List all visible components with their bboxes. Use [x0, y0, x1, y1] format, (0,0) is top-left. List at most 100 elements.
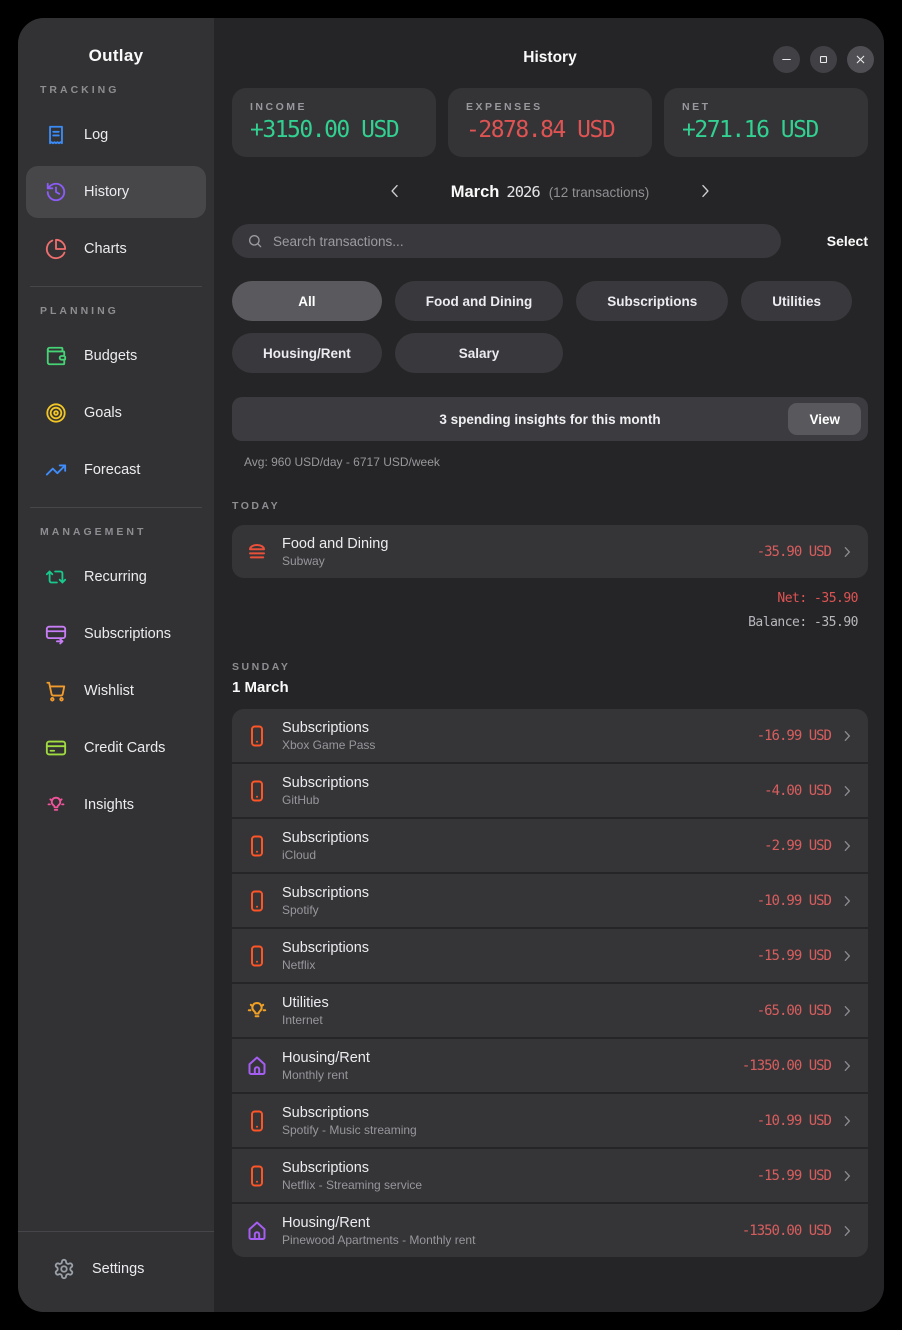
transaction-row[interactable]: Subscriptions Spotify - Music streaming -1…: [232, 1094, 868, 1147]
transaction-name: Subway: [282, 553, 325, 568]
smartphone-icon: [245, 944, 269, 968]
smartphone-icon: [245, 724, 269, 748]
transaction-category: Subscriptions: [282, 1159, 370, 1176]
transaction-right: -4.00 USD: [764, 783, 855, 799]
sidebar-item-label: Budgets: [84, 348, 138, 364]
transaction-category: Subscriptions: [282, 939, 370, 956]
transaction-name: iCloud: [282, 847, 317, 862]
sidebar-item-settings[interactable]: Settings: [34, 1243, 198, 1295]
sidebar-item-label: Settings: [92, 1261, 145, 1277]
stat-label: NET: [682, 101, 711, 113]
trending-up-icon: [45, 459, 67, 481]
transaction-row[interactable]: Subscriptions Netflix -15.99 USD: [232, 929, 868, 982]
group-day-label: TODAY: [232, 500, 281, 512]
next-month-button[interactable]: [695, 181, 715, 204]
filter-chips: All Food and Dining Subscriptions Utilities…: [232, 281, 868, 373]
minimize-icon: [780, 53, 793, 66]
transaction-name: Pinewood Apartments - Monthly rent: [282, 1232, 476, 1247]
credit-card-icon: [45, 737, 67, 759]
chevron-left-icon: [385, 181, 405, 201]
transaction-text: Housing/Rent Monthly rent: [282, 1050, 370, 1082]
wallet-icon: [45, 345, 67, 367]
transaction-row[interactable]: Utilities Internet -65.00 USD: [232, 984, 868, 1037]
transaction-count: (12 transactions): [548, 185, 650, 200]
view-insights-button[interactable]: View: [788, 403, 861, 435]
filter-chip-all[interactable]: All: [232, 281, 382, 321]
transaction-amount: -15.99 USD: [756, 1167, 832, 1184]
sidebar-section: TRACKING Log History Charts: [18, 66, 214, 275]
filter-chip-subscriptions[interactable]: Subscriptions: [576, 281, 729, 321]
sidebar-item-charts[interactable]: Charts: [26, 223, 206, 275]
maximize-button[interactable]: [810, 46, 837, 73]
cart-icon: [45, 680, 67, 702]
insights-text: 3 spending insights for this month: [439, 411, 661, 427]
filter-chip-food-and-dining[interactable]: Food and Dining: [394, 281, 564, 321]
filter-chip-utilities[interactable]: Utilities: [741, 281, 853, 321]
sidebar-item-subscriptions[interactable]: Subscriptions: [26, 608, 206, 660]
transaction-row[interactable]: Subscriptions Netflix - Streaming service…: [232, 1149, 868, 1202]
transaction-row[interactable]: Subscriptions iCloud -2.99 USD: [232, 819, 868, 872]
sidebar-section-label: TRACKING: [40, 84, 120, 96]
sidebar-item-goals[interactable]: Goals: [26, 387, 206, 439]
transaction-row[interactable]: Subscriptions Spotify -10.99 USD: [232, 874, 868, 927]
house-icon: [245, 1219, 269, 1243]
page-title: History: [523, 49, 577, 66]
sidebar-item-history[interactable]: History: [26, 166, 206, 218]
transaction-name: Xbox Game Pass: [282, 737, 376, 752]
search-row: Select: [232, 224, 868, 258]
month-name: March: [450, 183, 500, 201]
transaction-text: Subscriptions Netflix - Streaming service: [282, 1160, 422, 1192]
smartphone-icon: [245, 1164, 269, 1188]
stat-value: +3150.00 USD: [250, 117, 400, 143]
transaction-text: Utilities Internet: [282, 995, 329, 1027]
transaction-list: Food and Dining Subway -35.90 USD: [232, 525, 868, 578]
close-button[interactable]: [847, 46, 874, 73]
transaction-amount: -15.99 USD: [756, 947, 832, 964]
sidebar-item-credit-cards[interactable]: Credit Cards: [26, 722, 206, 774]
transaction-category: Utilities: [282, 994, 329, 1011]
transaction-groups: TODAY Food and Dining Subway -35.90 USD Net:…: [232, 469, 868, 1257]
stat-card-expenses: EXPENSES -2878.84 USD: [448, 88, 652, 157]
transaction-right: -1350.00 USD: [742, 1223, 855, 1239]
burger-icon: [245, 540, 269, 564]
app-window: Outlay TRACKING Log History Charts PLANNING B…: [18, 18, 884, 1312]
transaction-right: -35.90 USD: [757, 544, 855, 560]
transaction-name: GitHub: [282, 792, 320, 807]
stat-card-income: INCOME +3150.00 USD: [232, 88, 436, 157]
chevron-right-icon: [839, 728, 855, 744]
filter-chip-housing-rent[interactable]: Housing/Rent: [232, 333, 382, 373]
transaction-right: -10.99 USD: [757, 893, 855, 909]
transaction-row[interactable]: Housing/Rent Pinewood Apartments - Monthl…: [232, 1204, 868, 1257]
prev-month-button[interactable]: [385, 181, 405, 204]
transaction-row[interactable]: Subscriptions Xbox Game Pass -16.99 USD: [232, 709, 868, 762]
sidebar-item-log[interactable]: Log: [26, 109, 206, 161]
search-input[interactable]: [273, 233, 766, 249]
transaction-group: SUNDAY 1 March Subscriptions Xbox Game Pass…: [232, 661, 868, 1257]
transaction-amount: -10.99 USD: [756, 892, 832, 909]
select-button[interactable]: Select: [826, 233, 868, 249]
sidebar-item-forecast[interactable]: Forecast: [26, 444, 206, 496]
history-icon: [45, 181, 67, 203]
sidebar-item-wishlist[interactable]: Wishlist: [26, 665, 206, 717]
smartphone-icon: [245, 834, 269, 858]
transaction-text: Subscriptions Xbox Game Pass: [282, 720, 375, 752]
transaction-name: Monthly rent: [282, 1067, 349, 1082]
sidebar-item-label: Wishlist: [84, 683, 134, 699]
transaction-text: Housing/Rent Pinewood Apartments - Monthl…: [282, 1215, 475, 1247]
month-label: March 2026 (12 transactions): [451, 183, 649, 202]
transaction-row[interactable]: Subscriptions GitHub -4.00 USD: [232, 764, 868, 817]
sidebar-item-budgets[interactable]: Budgets: [26, 330, 206, 382]
filter-chip-salary[interactable]: Salary: [394, 333, 564, 373]
sidebar-item-recurring[interactable]: Recurring: [26, 551, 206, 603]
minimize-button[interactable]: [773, 46, 800, 73]
transaction-category: Housing/Rent: [282, 1049, 370, 1066]
transaction-amount: -16.99 USD: [756, 727, 832, 744]
transaction-row[interactable]: Food and Dining Subway -35.90 USD: [232, 525, 868, 578]
transaction-list: Subscriptions Xbox Game Pass -16.99 USD Sub…: [232, 709, 868, 1257]
transaction-text: Subscriptions Spotify - Music streaming: [282, 1105, 417, 1137]
transaction-text: Subscriptions Netflix: [282, 940, 369, 972]
sidebar-item-insights[interactable]: Insights: [26, 779, 206, 831]
transaction-row[interactable]: Housing/Rent Monthly rent -1350.00 USD: [232, 1039, 868, 1092]
chevron-right-icon: [839, 1113, 855, 1129]
stat-label: INCOME: [250, 101, 307, 113]
